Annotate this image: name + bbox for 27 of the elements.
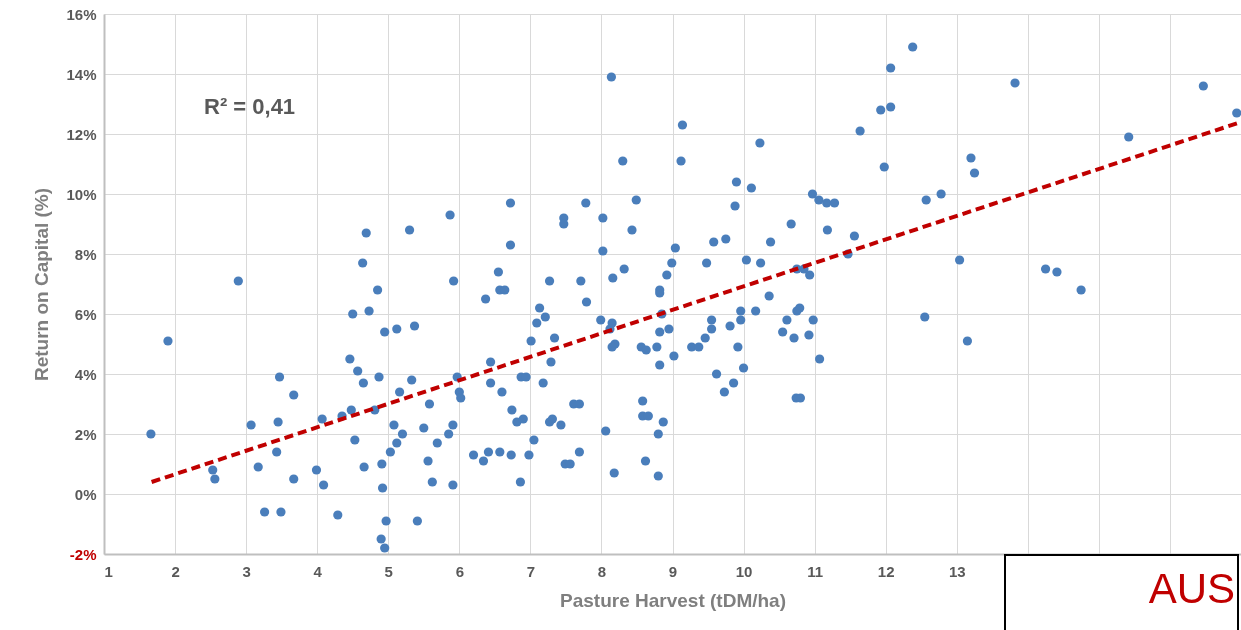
y-tick-label: 6% xyxy=(74,305,97,323)
x-tick-label: 4 xyxy=(313,562,323,580)
x-tick-label: 2 xyxy=(171,562,180,580)
x-tick-label: 7 xyxy=(526,562,536,580)
y-tick-label: 16% xyxy=(66,5,97,23)
x-tick-label: 11 xyxy=(807,562,824,580)
x-tick-label: 8 xyxy=(597,562,607,580)
y-tick-label: 4% xyxy=(74,365,97,383)
x-tick-label: 3 xyxy=(242,562,251,580)
x-tick-label: 13 xyxy=(948,562,966,580)
x-tick-label: 9 xyxy=(668,562,678,580)
x-tick-label: 5 xyxy=(384,562,393,580)
x-axis-title: Pasture Harvest (tDM/ha) xyxy=(560,589,786,611)
x-tick-label: 6 xyxy=(455,562,464,580)
annotation: R² = 0,41 xyxy=(204,94,296,119)
label-box: AUS xyxy=(1004,554,1239,630)
y-tick-label: 14% xyxy=(66,65,97,83)
y-tick-label: 10% xyxy=(66,185,97,203)
y-tick-label: 2% xyxy=(74,425,97,443)
x-tick-label: 1 xyxy=(104,562,113,580)
y-tick-label: 12% xyxy=(66,125,97,143)
y-tick-label: 8% xyxy=(74,245,97,263)
y-axis-title: Return on Capital (%) xyxy=(31,187,53,382)
y-tick-label: -2% xyxy=(69,545,97,563)
y-tick-label: 0% xyxy=(74,485,97,503)
x-tick-label: 10 xyxy=(735,562,753,580)
x-tick-label: 12 xyxy=(877,562,895,580)
